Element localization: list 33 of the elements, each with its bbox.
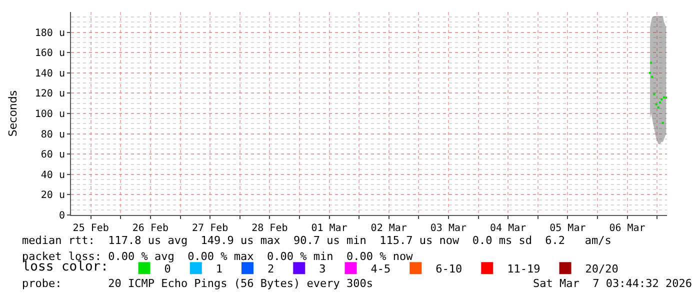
x-tick-label: 27 Feb bbox=[192, 223, 228, 234]
y-tick-label: 60 u bbox=[40, 150, 65, 161]
y-tick-label: 40 u bbox=[40, 170, 65, 181]
y-tick-label: 120 u bbox=[34, 88, 65, 100]
y-tick-label: 80 u bbox=[40, 129, 65, 140]
text: probe: 20 ICMP Echo Pings (56 Bytes) every 300s bbox=[22, 277, 373, 290]
y-tick-label: 0 bbox=[58, 210, 65, 222]
text: Sat Mar 7 03:44:32 2026 bbox=[533, 277, 692, 290]
legend-label: 11-19 bbox=[507, 262, 540, 276]
legend-label: 2 bbox=[268, 262, 274, 276]
y-tick-label: 180 u bbox=[34, 28, 65, 39]
x-tick-label: 06 Mar bbox=[609, 223, 646, 234]
x-tick-label: 05 Mar bbox=[550, 223, 586, 234]
x-tick-label: 01 Mar bbox=[311, 223, 348, 234]
y-axis-title: Seconds bbox=[6, 90, 20, 137]
y-tick-label: 20 u bbox=[40, 190, 65, 202]
legend-label: 6-10 bbox=[436, 262, 462, 276]
x-tick-label: 28 Feb bbox=[252, 223, 288, 234]
y-tick-label: 140 u bbox=[34, 68, 65, 80]
y-tick-label: 100 u bbox=[34, 109, 65, 120]
legend-label: 1 bbox=[216, 262, 223, 276]
y-tick-label: 160 u bbox=[34, 48, 65, 60]
legend-label: 0 bbox=[164, 262, 171, 276]
legend-label: 3 bbox=[319, 262, 326, 276]
x-tick-label: 02 Mar bbox=[370, 223, 407, 234]
x-tick-label: 26 Feb bbox=[132, 223, 169, 234]
x-tick-label: 03 Mar bbox=[430, 223, 467, 234]
x-tick-label: 25 Feb bbox=[72, 223, 109, 234]
legend-label: 20/20 bbox=[585, 262, 618, 276]
legend-label: 4-5 bbox=[370, 262, 391, 276]
legend-title: loss color: bbox=[22, 260, 116, 275]
x-tick-label: 04 Mar bbox=[490, 223, 526, 234]
text: median rtt: 117.8 us avg 149.9 us max 90.7 us min 115.7 us now 0.0 ms sd 6.2 am/s bbox=[22, 234, 612, 247]
